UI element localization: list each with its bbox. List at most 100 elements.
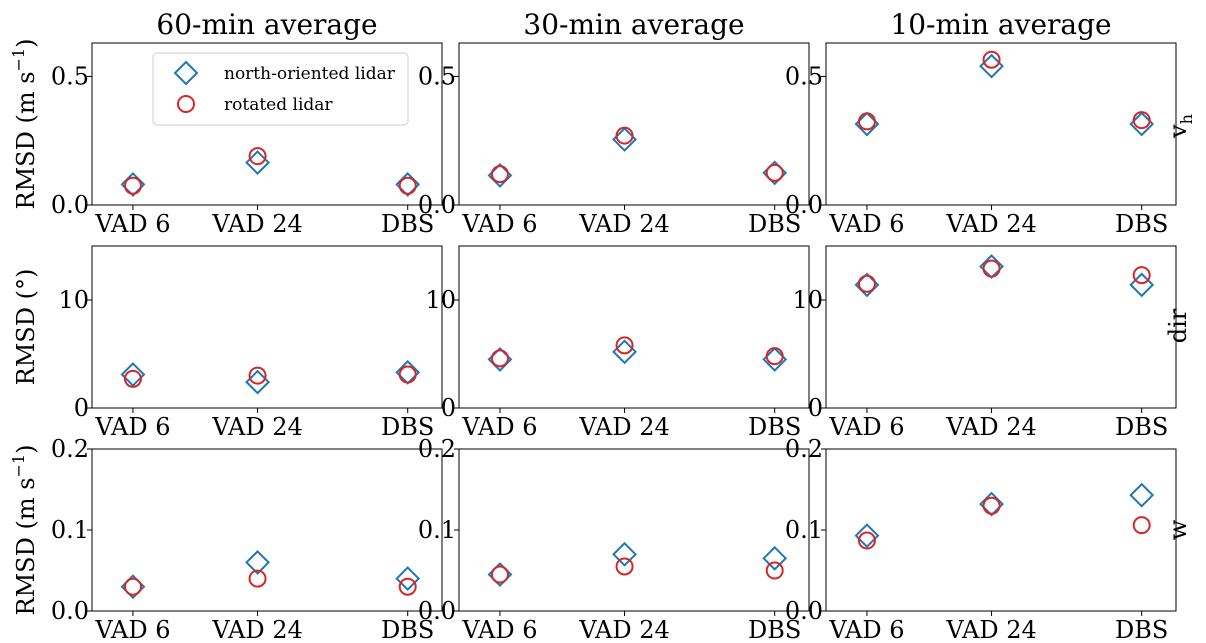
y-tick-label: 0.1 <box>51 516 89 544</box>
north-oriented-point <box>245 549 270 575</box>
rotated-point <box>398 176 417 195</box>
panel-w-1: 0.0 0.1 0.2 VAD 6 VAD 24 DBS <box>418 435 810 643</box>
y-tick-label: 0.0 <box>785 191 823 219</box>
panel-dir-1: 0 10 VAD 6 VAD 24 DBS <box>425 245 810 441</box>
rotated-point <box>1132 111 1151 130</box>
north-oriented-point <box>395 566 421 592</box>
north-oriented-point <box>120 362 146 387</box>
axes-frame <box>91 245 443 409</box>
rotated-point <box>248 366 267 385</box>
north-oriented-point <box>1129 482 1155 508</box>
legend-diamond-icon <box>173 60 199 86</box>
y-tick-label: 0.0 <box>418 597 456 625</box>
x-tick-label: VAD 6 <box>94 616 170 643</box>
rotated-point <box>857 274 876 293</box>
row-label: w <box>1164 519 1192 540</box>
north-oriented-point <box>612 541 637 567</box>
rotated-point <box>248 147 267 166</box>
axes-frame <box>825 245 1177 409</box>
y-tick-label: 0.1 <box>418 516 456 544</box>
rotated-point <box>765 347 784 366</box>
rotated-point <box>490 165 509 184</box>
legend-label: north-oriented lidar <box>224 64 396 84</box>
axes-frame <box>825 448 1177 612</box>
y-tick-label: 0.5 <box>51 62 89 90</box>
y-tick-label: 0.0 <box>51 191 89 219</box>
y-tick-label: 10 <box>425 286 456 314</box>
y-tick-label: 0.2 <box>418 435 456 463</box>
y-tick-label: 10 <box>792 286 823 314</box>
axes-frame <box>458 42 810 206</box>
legend-box <box>152 52 409 126</box>
rotated-point <box>765 561 784 580</box>
y-tick-label: 0.5 <box>785 62 823 90</box>
x-tick-label: VAD 6 <box>828 616 904 643</box>
x-tick-label: DBS <box>381 616 434 643</box>
rotated-point <box>615 557 634 576</box>
x-tick-label: VAD 24 <box>945 616 1036 643</box>
x-tick-label: VAD 24 <box>578 616 669 643</box>
y-axis-label: RMSD (m s−1) <box>9 39 40 210</box>
x-tick-label: DBS <box>1115 413 1168 441</box>
x-tick-label: VAD 6 <box>828 210 904 238</box>
row-label: vh <box>1164 114 1196 139</box>
north-oriented-point <box>1129 272 1155 298</box>
axes-frame <box>458 448 810 612</box>
y-tick-label: 0 <box>74 394 89 422</box>
y-tick-label: 0 <box>441 394 456 422</box>
x-tick-label: DBS <box>748 413 801 441</box>
rotated-point <box>765 163 784 182</box>
rotated-point <box>982 496 1001 515</box>
panel-dir-2: 0 10 VAD 6 VAD 24 DBS <box>792 245 1177 441</box>
y-tick-label: 0.2 <box>51 435 89 463</box>
axes-frame <box>458 245 810 409</box>
x-tick-label: DBS <box>381 210 434 238</box>
x-tick-label: VAD 6 <box>94 210 170 238</box>
y-axis-label: RMSD (m s−1) <box>9 445 40 616</box>
x-tick-label: VAD 6 <box>461 413 537 441</box>
axes-frame <box>91 42 443 206</box>
rotated-point <box>982 50 1001 69</box>
y-tick-label: 0.0 <box>418 191 456 219</box>
column-title: 30-min average <box>523 8 744 41</box>
y-tick-label: 0.5 <box>418 62 456 90</box>
legend: north-oriented lidar rotated lidar <box>152 52 409 126</box>
rotated-point <box>490 565 509 584</box>
panel-w-2: 0.0 0.1 0.2 VAD 6 VAD 24 DBS <box>785 435 1177 643</box>
legend-label: rotated lidar <box>224 95 333 115</box>
rotated-point <box>857 112 876 131</box>
y-tick-label: 0.0 <box>51 597 89 625</box>
y-tick-label: 0 <box>808 394 823 422</box>
y-axis-label: RMSD (°) <box>12 269 40 386</box>
x-tick-label: VAD 24 <box>211 210 302 238</box>
rotated-point <box>123 577 142 596</box>
row-label: dir <box>1164 308 1192 343</box>
axes-frame <box>825 42 1177 206</box>
panel-v_h-1: 0.0 0.5 VAD 6 VAD 24 DBS <box>418 42 810 238</box>
x-tick-label: VAD 6 <box>461 210 537 238</box>
rotated-point <box>982 259 1001 278</box>
column-title: 60-min average <box>156 8 377 41</box>
y-tick-label: 0.0 <box>785 597 823 625</box>
x-tick-label: VAD 24 <box>945 210 1036 238</box>
x-tick-label: VAD 6 <box>461 616 537 643</box>
x-tick-label: DBS <box>1115 210 1168 238</box>
column-title: 10-min average <box>890 8 1111 41</box>
rotated-point <box>123 176 142 195</box>
x-tick-label: VAD 6 <box>94 413 170 441</box>
x-tick-label: DBS <box>748 210 801 238</box>
north-oriented-point <box>854 523 880 549</box>
x-tick-label: DBS <box>381 413 434 441</box>
x-tick-label: VAD 24 <box>211 616 302 643</box>
north-oriented-point <box>979 491 1004 517</box>
x-tick-label: VAD 24 <box>211 413 302 441</box>
x-tick-label: VAD 24 <box>578 210 669 238</box>
x-tick-label: VAD 6 <box>828 413 904 441</box>
rotated-point <box>1132 516 1151 535</box>
rotated-point <box>615 126 634 145</box>
north-oriented-point <box>762 545 788 571</box>
panel-v_h-0: 0.0 0.5 VAD 6 VAD 24 DBS <box>51 42 443 238</box>
rotated-point <box>123 369 142 388</box>
rotated-point <box>1132 266 1151 285</box>
